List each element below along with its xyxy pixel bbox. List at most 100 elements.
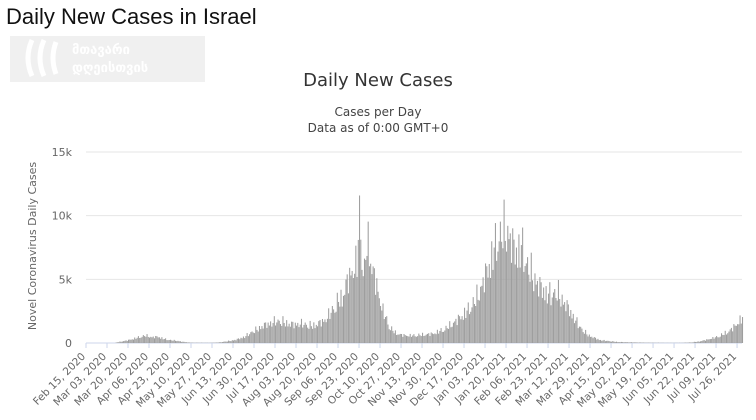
bar [429,336,431,343]
bar [255,326,257,343]
bar [623,342,625,343]
bar [235,340,237,343]
bar [486,266,488,343]
bar [733,324,735,343]
bar [309,320,311,343]
bar [320,326,322,343]
bar [728,331,730,343]
bar [339,306,341,343]
bar [483,292,485,343]
watermark-text-2: დღეისთვის [72,61,148,76]
bar [573,323,576,343]
bar [344,294,346,343]
bar [231,340,233,343]
bar [150,336,152,343]
bar [223,341,225,343]
bar [273,316,275,343]
bar [319,320,321,343]
bar [428,333,430,343]
bar [260,329,262,343]
bar [620,341,622,343]
bar [296,325,298,343]
bar [422,332,424,343]
bar [145,336,147,343]
bar [588,334,590,343]
bar [692,342,694,343]
bar [498,241,500,343]
bar [582,332,584,343]
bar [250,332,252,343]
bar [456,325,458,343]
bar [476,284,478,343]
bar [279,324,282,343]
bar [267,322,269,343]
bar [632,342,634,343]
bar [491,241,493,343]
bar [236,338,238,343]
chart-subtitle-line-1: Cases per Day [334,105,422,119]
bar [693,341,695,343]
bar [482,277,484,343]
bar [233,340,235,343]
bar [691,342,693,343]
bar [168,340,170,343]
bar [541,297,543,343]
bar [576,317,578,343]
bar [633,342,635,343]
watermark-logo: მთავარი დღეისთვის [10,28,210,82]
bar [130,339,132,343]
bar [708,339,710,343]
bar [567,304,569,343]
bar [601,340,603,343]
bar [599,339,601,343]
bar [278,320,280,343]
bar [262,328,264,343]
bar [564,302,566,343]
bar-series [115,195,744,343]
bar [546,303,548,343]
bar [368,266,370,343]
bar [447,328,450,343]
bar [418,333,420,343]
bar [424,335,426,343]
bar [393,333,395,343]
bar [528,274,530,343]
bar [467,302,469,343]
bar [313,322,315,343]
bar [330,312,332,343]
bar [391,326,393,343]
bar [489,277,492,343]
bar [144,336,146,343]
bar [468,314,471,343]
bar [509,233,511,343]
bar [302,327,304,343]
bar [139,338,141,343]
bar [552,292,555,343]
bar [712,337,714,343]
bar [722,334,724,343]
bar [165,338,167,343]
bar [506,251,508,343]
bar [254,333,256,343]
bar [441,331,443,343]
bar [492,269,494,343]
bar [592,338,594,343]
bar [162,339,164,343]
bar [488,263,490,343]
bar [452,322,454,343]
bar [228,340,230,343]
bar [378,298,380,343]
bar [384,317,387,343]
bar [377,291,379,343]
bar [357,239,359,343]
bar [593,337,595,343]
bar [508,239,510,343]
bar [124,340,126,343]
bar [688,342,690,343]
bar [247,336,249,343]
bar [366,255,368,343]
bar [275,325,277,343]
bar [149,337,151,343]
bar [321,318,324,343]
